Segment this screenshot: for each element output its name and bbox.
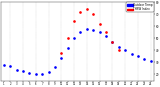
Legend: Outdoor Temp, THSW Index: Outdoor Temp, THSW Index: [126, 2, 154, 12]
